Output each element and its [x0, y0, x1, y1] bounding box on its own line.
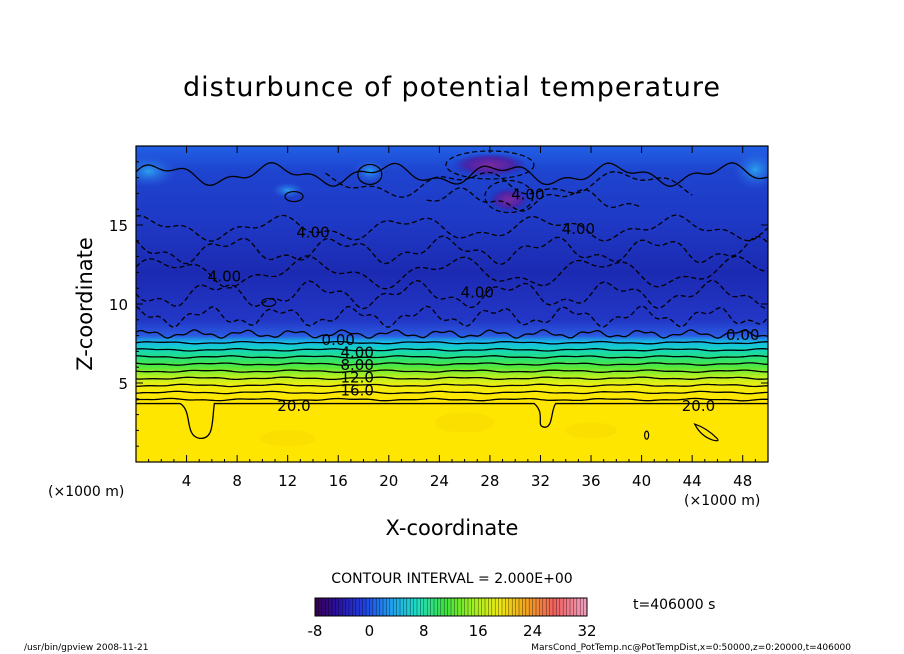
footer-right: MarsCond_PotTemp.nc@PotTempDist,x=0:5000…	[531, 643, 851, 653]
field-swirl-2	[565, 422, 618, 439]
contour-line-strat-8	[136, 397, 768, 402]
x-axis-title: X-coordinate	[386, 516, 519, 540]
contour-line-strat-5	[136, 376, 768, 381]
colorbar-tick-16: 16	[469, 622, 488, 640]
contour-label-12: 20.0	[682, 397, 715, 415]
contour-label-layer: 4.00 4.004.004.004.000.00 0.004.008.0012.0…	[208, 185, 760, 415]
x-tick-label-44: 44	[683, 472, 702, 490]
contour-line-pos-top	[136, 162, 768, 187]
contour-line-zero	[136, 329, 768, 339]
field-blob-3	[136, 155, 177, 188]
x-unit-left: (×1000 m)	[48, 484, 124, 500]
field-swirl-1	[259, 430, 316, 447]
contour-label-0: 4.00	[296, 223, 329, 241]
x-tick-label-8: 8	[232, 472, 242, 490]
contour-label-9: 12.0	[340, 369, 373, 387]
contour-line-neg-7	[426, 187, 642, 212]
contour-line-neg-3	[136, 255, 768, 290]
field-blob-4	[353, 159, 386, 184]
contour-label-5: 0.00	[322, 331, 355, 349]
time-label: t=406000 s	[633, 597, 715, 613]
colorbar-tick--8: -8	[308, 622, 323, 640]
contour-label-11: 20.0	[277, 397, 310, 415]
x-tick-label-4: 4	[182, 472, 192, 490]
contour-line-strat-7	[136, 390, 768, 395]
contour-ring-upper-b	[284, 190, 304, 203]
contour-line-strat-6	[136, 383, 768, 388]
contour-line-strat-3	[136, 362, 768, 366]
field-blob-0	[451, 152, 528, 177]
x-unit-right: (×1000 m)	[684, 493, 760, 509]
contour-label-6: 0.00	[726, 326, 759, 344]
x-tick-label-48: 48	[733, 472, 752, 490]
footer-left: /usr/bin/gpview 2008-11-21	[24, 643, 148, 653]
colorbar-ticks: -8 0 8 16 24 32	[308, 622, 597, 640]
contour-line-strat-2	[136, 355, 768, 359]
colorbar-tick-8: 8	[419, 622, 429, 640]
contour-line-strat-0	[136, 340, 768, 345]
contour-line-neg-2	[136, 235, 768, 265]
contour-line-strat-4	[136, 369, 768, 373]
x-tick-label-32: 32	[531, 472, 550, 490]
contour-ring-upper-c	[261, 297, 277, 308]
colorbar-stripes	[318, 598, 584, 616]
contour-ring-b	[693, 423, 719, 442]
contour-line-neg-5	[136, 305, 768, 328]
y-axis-title: Z-coordinate	[73, 237, 97, 371]
y-tick-label-10: 10	[109, 296, 128, 314]
y-tick-label-5: 5	[118, 375, 128, 393]
y-axis: 5 10 15	[109, 161, 768, 447]
contour-ring-a	[644, 430, 650, 440]
x-tick-label-36: 36	[581, 472, 600, 490]
field-blob-2	[733, 149, 768, 190]
x-tick-label-28: 28	[480, 472, 499, 490]
contour-line-neg-6	[325, 171, 693, 198]
x-tick-label-24: 24	[430, 472, 449, 490]
contour-label-7: 4.00	[340, 343, 373, 361]
contour-line-neg-1	[136, 214, 768, 242]
contour-line-20	[136, 402, 768, 439]
contour-label-1: 4.00	[562, 220, 595, 238]
contour-interval-label: CONTOUR INTERVAL = 2.000E+00	[331, 571, 572, 587]
y-tick-label-15: 15	[109, 217, 128, 235]
contour-line-strat-1	[136, 347, 768, 352]
contour-ring-upper-a	[357, 163, 383, 186]
colorbar-tick-0: 0	[365, 622, 375, 640]
contour-lines	[136, 150, 768, 442]
field-background	[136, 146, 768, 462]
field-swirl-0	[434, 412, 495, 433]
x-tick-label-20: 20	[379, 472, 398, 490]
x-tick-label-16: 16	[329, 472, 348, 490]
contour-line-neg-4	[136, 279, 768, 310]
x-tick-label-40: 40	[632, 472, 651, 490]
contour-ring-purple-mid	[484, 179, 534, 214]
field-blob-5	[271, 182, 304, 199]
contour-label-10: 16.0	[340, 381, 373, 399]
colorbar-tick-24: 24	[523, 622, 542, 640]
contour-field	[136, 146, 768, 462]
x-axis: 4 8 12 16 20 24 28 32 36 40 44 48	[148, 146, 756, 490]
contour-label-2: 4.00	[208, 268, 241, 286]
contour-label-3: 4.00	[461, 283, 494, 301]
contour-label-8: 8.00	[340, 356, 373, 374]
field-blob-1	[488, 187, 529, 212]
contour-label-4: 4.00	[511, 185, 544, 203]
colorbar-tick-32: 32	[577, 622, 596, 640]
x-tick-label-12: 12	[278, 472, 297, 490]
chart-title: disturbunce of potential temperature	[183, 72, 721, 103]
